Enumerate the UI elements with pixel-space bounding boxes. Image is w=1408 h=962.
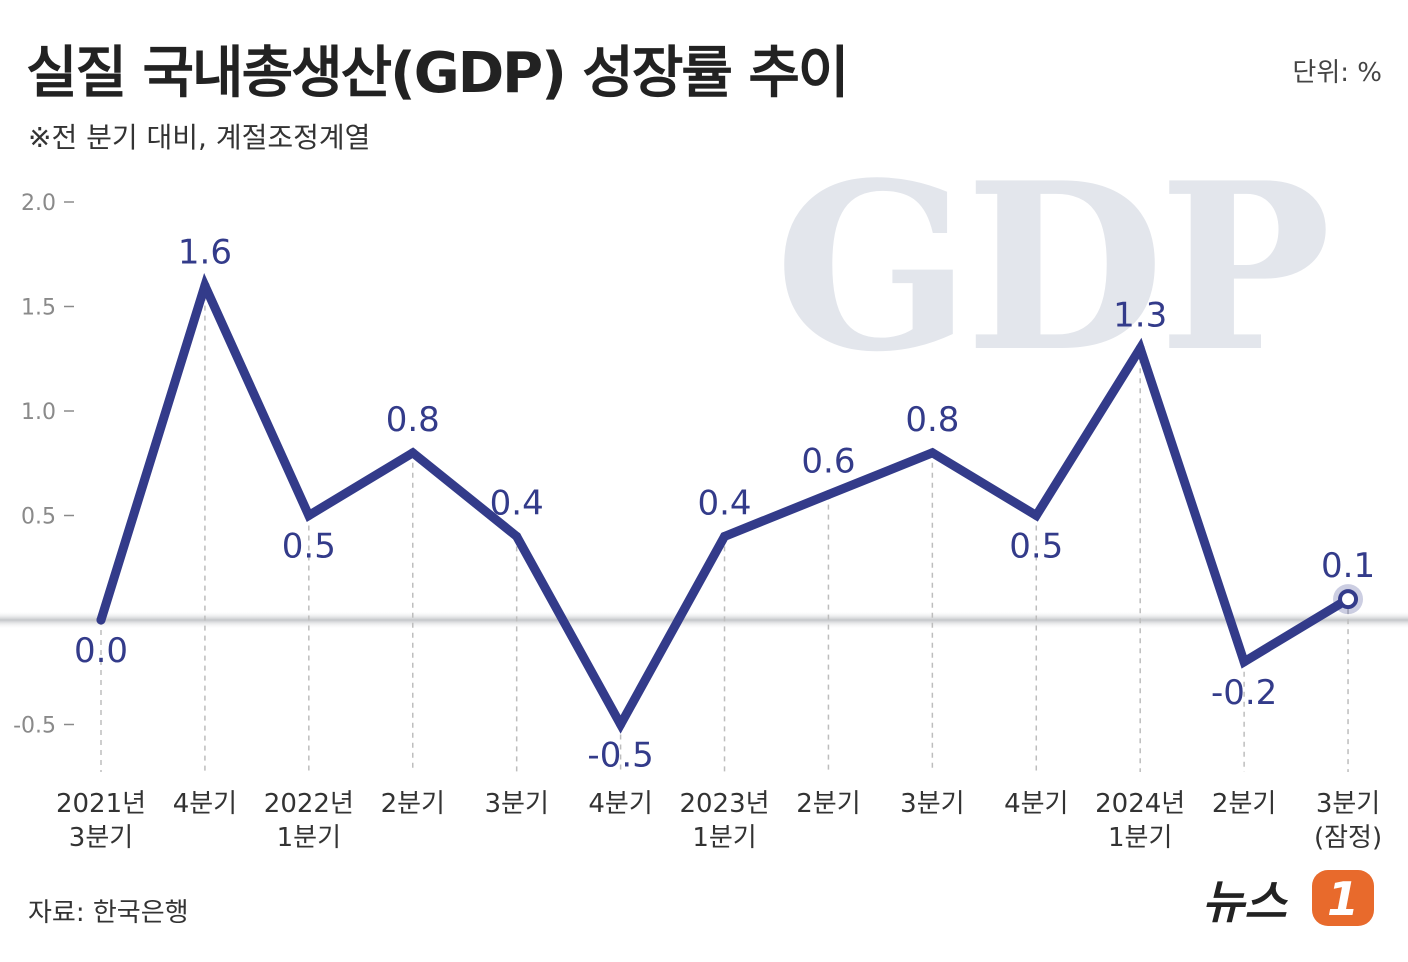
x-tick-label: 3분기 (900, 789, 964, 819)
data-point (304, 511, 314, 520)
data-label: 0.5 (1009, 527, 1063, 567)
data-point (408, 448, 418, 458)
data-point (616, 720, 626, 729)
data-point (1239, 657, 1249, 667)
data-label: 0.5 (282, 527, 336, 567)
gdp-watermark: GDP (775, 133, 1327, 403)
x-tick-label: 2분기 (1212, 789, 1276, 819)
data-point (1135, 343, 1145, 353)
data-label: 0.8 (905, 400, 959, 440)
data-label: 0.4 (490, 483, 544, 523)
y-tick-label: -0.5 (13, 714, 56, 739)
y-tick-label: 1.0 (21, 400, 56, 425)
highlight-point (1338, 589, 1359, 610)
x-tick-label: 2021년 3분기 (56, 789, 146, 853)
x-tick-label: 2분기 (381, 789, 445, 819)
zero-baseline (0, 611, 1408, 629)
unit-label: 단위: % (1292, 58, 1382, 88)
data-label: 0.8 (386, 400, 440, 440)
data-point (200, 281, 210, 291)
x-tick-label: 4분기 (173, 789, 237, 819)
data-label: -0.5 (587, 736, 653, 776)
x-tick-label: 4분기 (1004, 789, 1068, 819)
data-label: 0.1 (1321, 546, 1375, 586)
brand-text: 뉴스 (1202, 875, 1288, 929)
y-tick-label: 1.5 (21, 296, 56, 321)
brand-mark-badge (1312, 870, 1374, 926)
data-point (720, 531, 730, 541)
x-tick-label: 2분기 (796, 789, 860, 819)
x-tick-label: 4분기 (588, 789, 652, 819)
page-subtitle: ※전 분기 대비, 계절조정계열 (28, 121, 371, 154)
data-label: 1.3 (1113, 295, 1167, 335)
y-tick-label: 0.5 (21, 505, 56, 530)
data-point (512, 531, 522, 541)
data-point (823, 490, 833, 500)
y-tick-label: 2.0 (21, 191, 56, 216)
source-label: 자료: 한국은행 (28, 898, 189, 928)
data-label: 1.6 (178, 233, 232, 273)
news1-logo: 뉴스 1 (1202, 870, 1374, 929)
data-label: -0.2 (1211, 673, 1277, 713)
data-label: 0.6 (801, 442, 855, 482)
data-point (927, 448, 937, 458)
data-label: 0.4 (697, 483, 751, 523)
page-title: 실질 국내총생산(GDP) 성장률 추이 (26, 41, 849, 106)
data-point (1031, 511, 1041, 520)
x-tick-label: 2023년 1분기 (679, 789, 769, 853)
brand-mark: 1 (1327, 872, 1359, 926)
x-tick-label: 2022년 1분기 (264, 789, 354, 853)
x-tick-label: 3분기 (484, 789, 548, 819)
x-tick-label: 2024년 1분기 (1095, 789, 1185, 853)
x-tick-label: 3분기 (잠정) (1314, 789, 1382, 853)
data-label: 0.0 (74, 631, 128, 671)
data-point (96, 615, 106, 625)
